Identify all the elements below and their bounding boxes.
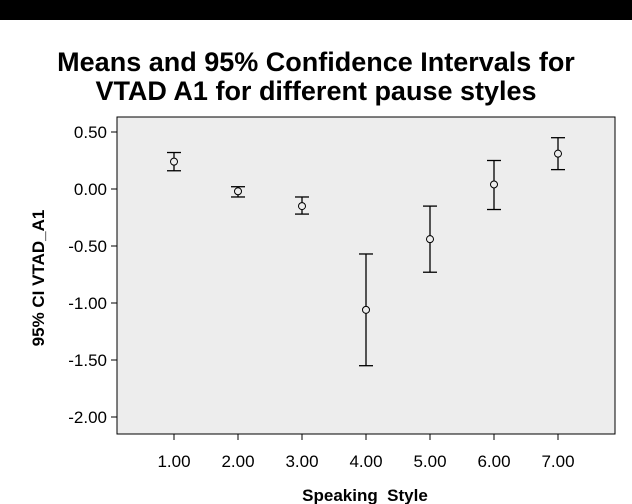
mean-point bbox=[298, 202, 306, 211]
y-tick-label: -1.00 bbox=[68, 294, 107, 313]
top-black-bar bbox=[0, 0, 632, 20]
x-tick-label: 2.00 bbox=[221, 452, 254, 471]
y-tick-label: 0.00 bbox=[74, 180, 107, 199]
y-axis: 0.50 0.00 -0.50 -1.00 -1.50 -2.00 bbox=[68, 123, 117, 427]
chart-title: Means and 95% Confidence Intervals for V… bbox=[0, 48, 632, 106]
y-tick-label: -1.50 bbox=[68, 351, 107, 370]
chart-title-line-1: Means and 95% Confidence Intervals for bbox=[57, 47, 575, 77]
y-tick-label: -0.50 bbox=[68, 237, 107, 256]
chart-title-line-2: VTAD A1 for different pause styles bbox=[95, 76, 537, 106]
x-tick-label: 7.00 bbox=[541, 452, 574, 471]
x-tick-label: 4.00 bbox=[349, 452, 382, 471]
y-axis-label: 95% CI VTAD_A1 bbox=[29, 210, 48, 347]
x-tick-label: 3.00 bbox=[285, 452, 318, 471]
mean-point bbox=[234, 187, 242, 196]
mean-point bbox=[362, 305, 370, 314]
x-axis-label: Speaking Style bbox=[302, 486, 428, 504]
x-tick-label: 5.00 bbox=[413, 452, 446, 471]
y-tick-label: -2.00 bbox=[68, 408, 107, 427]
mean-point bbox=[554, 149, 562, 158]
y-tick-label: 0.50 bbox=[74, 123, 107, 142]
mean-point bbox=[170, 157, 178, 166]
x-tick-label: 1.00 bbox=[157, 452, 190, 471]
x-tick-label: 6.00 bbox=[477, 452, 510, 471]
mean-point bbox=[426, 235, 434, 244]
error-bars bbox=[167, 137, 565, 367]
x-axis: 1.00 2.00 3.00 4.00 5.00 6.00 7.00 bbox=[157, 434, 575, 471]
mean-point bbox=[490, 180, 498, 189]
